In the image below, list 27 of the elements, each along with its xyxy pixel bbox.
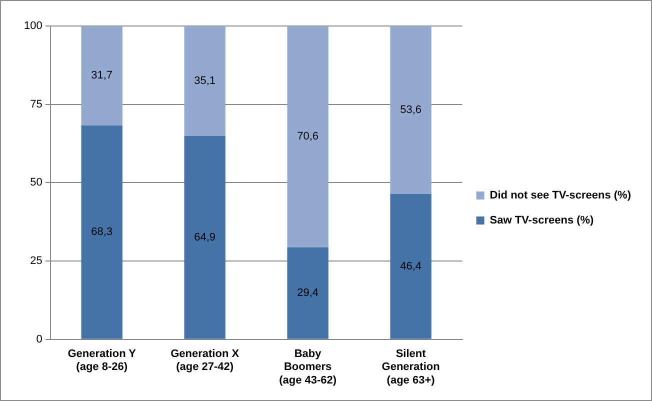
data-label: 68,3 <box>91 226 113 238</box>
bar <box>184 26 226 136</box>
data-label: 53,6 <box>400 104 422 116</box>
x-tick-label: Silent Generation (age 63+) <box>382 348 440 386</box>
x-tick-label: Baby Boomers (age 43-62) <box>279 348 337 386</box>
data-label: 29,4 <box>297 287 319 300</box>
y-tick-label: 100 <box>24 20 42 32</box>
data-label: 31,7 <box>91 70 113 82</box>
y-tick-label: 0 <box>36 333 42 346</box>
data-label: 35,1 <box>194 75 216 88</box>
legend-label: Did not see TV-screens (%) <box>490 190 632 202</box>
y-tick-label: 25 <box>30 255 42 268</box>
bar <box>184 136 226 339</box>
x-tick-label: Generation X (age 27-42) <box>170 348 240 374</box>
data-label: 64,9 <box>194 231 216 244</box>
y-tick-label: 75 <box>30 98 42 110</box>
bar <box>81 125 122 339</box>
bar <box>390 194 432 339</box>
data-label: 46,4 <box>400 260 422 272</box>
legend-label: Saw TV-screens (%) <box>490 214 594 227</box>
x-tick-label: Generation Y (age 8-26) <box>68 348 137 374</box>
bar <box>390 26 432 194</box>
bar <box>287 26 328 248</box>
bar <box>287 247 328 339</box>
data-label: 70,6 <box>297 130 319 143</box>
bar <box>81 26 122 126</box>
y-tick-label: 50 <box>30 176 42 189</box>
